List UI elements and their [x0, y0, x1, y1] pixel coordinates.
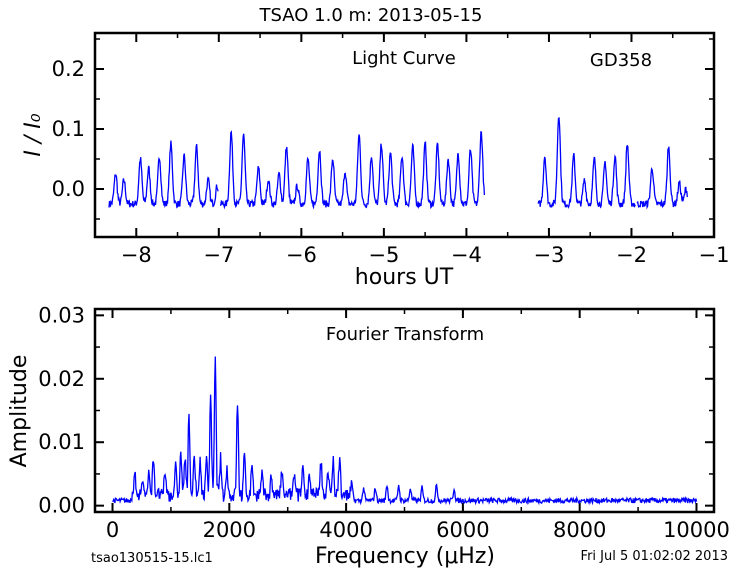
- ft-xtick-label: 0: [106, 518, 119, 542]
- lc-ytick-label: 0.0: [52, 177, 85, 201]
- ft-xtick-label: 4000: [319, 518, 372, 542]
- ft-xtick-label: 10000: [663, 518, 730, 542]
- lc-xtick-label: −2: [616, 243, 647, 267]
- lc-xtick-label: −8: [121, 243, 152, 267]
- light-curve-title: Light Curve: [352, 48, 456, 69]
- light-curve-ylabel: I / I₀: [21, 113, 46, 156]
- fourier-title: Fourier Transform: [326, 324, 484, 345]
- ft-xtick-label: 8000: [553, 518, 606, 542]
- lc-xtick-label: −1: [699, 243, 730, 267]
- fourier-frame: [93, 307, 716, 514]
- ft-ytick-label: 0.01: [38, 430, 85, 454]
- ft-xtick-label: 2000: [203, 518, 256, 542]
- ft-ytick-label: 0.02: [38, 367, 85, 391]
- ft-ytick-label: 0.00: [38, 494, 85, 518]
- fourier-series: [112, 356, 698, 506]
- light-curve-xlabel: hours UT: [355, 265, 454, 290]
- fourier-panel: 0 2000 4000 6000 8000 10000 0.00 0.01 0.02 0.03 F…: [7, 303, 730, 569]
- lc-xtick-label: −5: [368, 243, 399, 267]
- light-curve-panel: −8 −7 −6 −5 −4 −3 −2 −1 0.0 0.1 0.2 Light Curve GD…: [21, 31, 730, 290]
- lc-xtick-label: −7: [203, 243, 234, 267]
- fourier-ylabel: Amplitude: [7, 355, 32, 468]
- lc-ytick-label: 0.2: [52, 57, 85, 81]
- lc-xtick-label: −3: [533, 243, 564, 267]
- ft-ytick-label: 0.03: [38, 303, 85, 327]
- fourier-xlabel: Frequency (μHz): [315, 544, 495, 569]
- lc-ytick-label: 0.1: [52, 117, 85, 141]
- lc-xtick-label: −4: [451, 243, 482, 267]
- light-curve-frame: [93, 31, 716, 239]
- star-name-label: GD358: [590, 50, 652, 71]
- source-filename: tsao130515-15.lc1: [91, 551, 213, 566]
- generated-timestamp: Fri Jul 5 01:02:02 2013: [580, 549, 728, 564]
- ft-xtick-label: 6000: [436, 518, 489, 542]
- lc-xtick-label: −6: [286, 243, 317, 267]
- light-curve-series: [108, 117, 688, 210]
- figure-title: TSAO 1.0 m: 2013-05-15: [259, 5, 483, 26]
